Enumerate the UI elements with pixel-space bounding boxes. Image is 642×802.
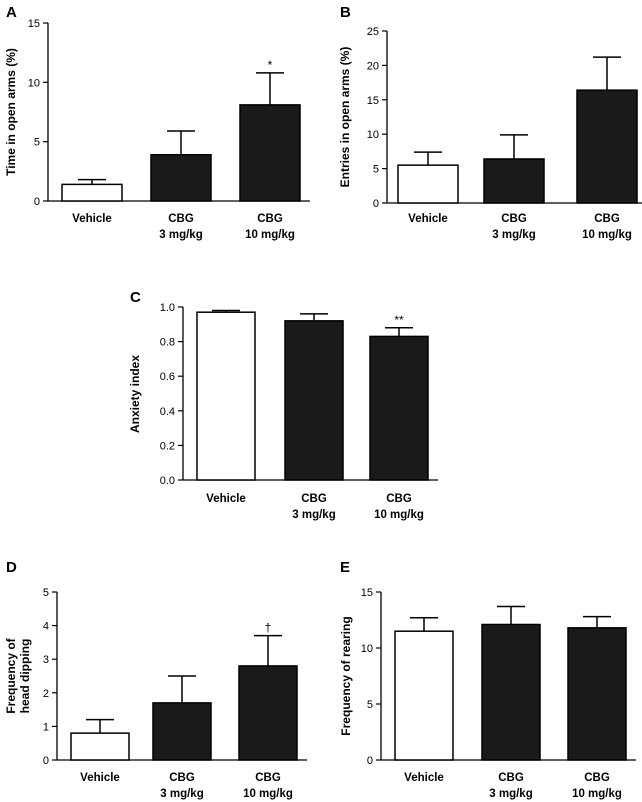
panel-label: E [340,559,350,576]
category-label: 10 mg/kg [245,229,295,241]
y-axis-label-line: Frequency of [4,637,18,713]
panel-label: B [340,4,351,21]
bar [196,311,256,481]
bar [394,630,454,761]
category-label: CBG [594,213,620,225]
bar [238,665,298,761]
y-tick-label: 0 [43,755,49,767]
y-tick-label: 0.6 [160,371,175,383]
category-label: 3 mg/kg [489,788,532,800]
category-label: Vehicle [72,213,112,225]
category-label: CBG [498,772,524,784]
category-label: CBG [584,772,610,784]
y-axis-label-line: Frequency of rearing [339,616,353,735]
y-axis-label: Anxiety index [128,355,142,433]
category-label: Vehicle [206,493,246,505]
category-label: Vehicle [80,772,120,784]
category-label: CBG [257,213,283,225]
y-tick-label: 0.4 [160,406,175,418]
bar [483,158,545,204]
category-label: CBG [255,772,281,784]
y-tick-label: 0.8 [160,337,175,349]
y-tick-label: 3 [43,654,49,666]
bar [481,623,541,761]
bar [150,153,212,202]
bar [576,89,638,204]
y-tick-label: 0 [34,196,40,208]
panel-c: C 0.0 0.2 0.4 0.6 0.8 1.0 Anxiety index Vehicle C… [128,289,438,521]
y-tick-label: 25 [367,26,379,38]
panel-e: E 0 5 10 15 Frequency of rearing Vehicle CBG 3 m… [339,559,636,800]
bar [397,164,459,204]
y-tick-label: 10 [28,77,40,89]
panel-d: D 0 1 2 3 4 5 Frequency ofhead dipping Vehicle CB… [4,559,307,800]
y-axis-label: Frequency of rearing [339,616,353,735]
y-axis-label-line: Time in open arms (%) [4,48,18,176]
y-tick-label: 1 [43,721,49,733]
panel-label: D [6,559,17,576]
bar [152,702,212,761]
y-tick-label: 5 [373,164,379,176]
y-tick-label: 10 [367,129,379,141]
category-label: Vehicle [408,213,448,225]
bar [369,335,429,481]
panel-label: A [6,4,17,21]
significance-marker: † [265,621,272,635]
bar [284,320,344,481]
y-tick-label: 10 [361,643,373,655]
bar [70,732,130,761]
significance-marker: ** [394,313,404,327]
y-tick-label: 0.2 [160,440,175,452]
y-tick-label: 0 [367,755,373,767]
category-label: 3 mg/kg [160,788,203,800]
y-tick-label: 1.0 [160,302,175,314]
bar [239,104,301,202]
y-tick-label: 5 [367,699,373,711]
category-label: CBG [301,493,327,505]
y-tick-label: 5 [34,137,40,149]
y-tick-label: 15 [28,18,40,30]
significance-marker: * [268,58,273,72]
y-axis-label: Frequency ofhead dipping [4,637,32,713]
category-label: CBG [169,772,195,784]
y-tick-label: 5 [43,587,49,599]
category-label: 10 mg/kg [374,509,424,521]
y-tick-label: 15 [361,587,373,599]
bar [61,183,123,202]
y-tick-label: 0.0 [160,475,175,487]
category-label: CBG [501,213,527,225]
y-axis-label-line: Entries in open arms (%) [338,47,352,188]
category-label: 3 mg/kg [159,229,202,241]
category-label: Vehicle [404,772,444,784]
category-label: CBG [386,493,412,505]
panel-b: B 0 5 10 15 20 25 Entries in open arms (%) Vehic… [338,4,642,241]
y-tick-label: 20 [367,60,379,72]
category-label: CBG [168,213,194,225]
y-axis-label: Entries in open arms (%) [338,47,352,188]
y-axis-label-line: head dipping [18,639,32,714]
panel-label: C [130,289,141,306]
y-axis-label: Time in open arms (%) [4,48,18,176]
y-tick-label: 15 [367,95,379,107]
category-label: 3 mg/kg [292,509,335,521]
bar [567,627,627,761]
y-tick-label: 0 [373,198,379,210]
category-label: 10 mg/kg [582,229,632,241]
category-label: 3 mg/kg [492,229,535,241]
category-label: 10 mg/kg [243,788,293,800]
y-axis-label-line: Anxiety index [128,355,142,433]
panel-a: A 0 5 10 15 Time in open arms (%) Vehicle CBG 3 … [4,4,310,241]
category-label: 10 mg/kg [572,788,622,800]
y-tick-label: 4 [43,621,49,633]
y-tick-label: 2 [43,688,49,700]
